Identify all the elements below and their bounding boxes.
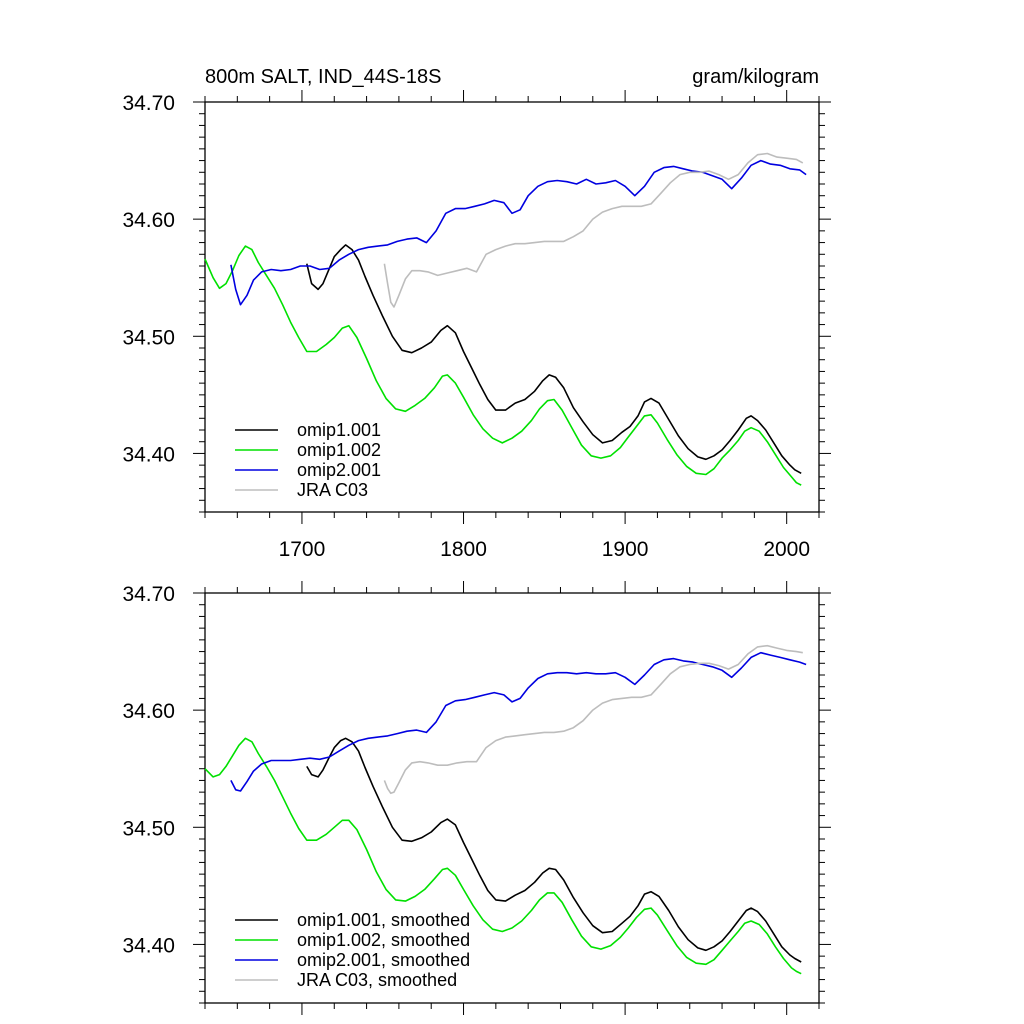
legend-label: omip2.001	[297, 460, 381, 480]
legend-label: omip2.001, smoothed	[297, 950, 470, 970]
legend-label: omip1.002, smoothed	[297, 930, 470, 950]
series-line-omip2-001	[230, 651, 807, 792]
x-tick-label: 1800	[440, 538, 487, 561]
y-tick-label: 34.40	[122, 443, 175, 466]
series-line-omip1-001	[306, 244, 802, 475]
series-line-omip1-001	[306, 737, 802, 963]
legend-label: JRA C03, smoothed	[297, 970, 457, 990]
x-tick-label: 1900	[602, 538, 649, 561]
x-tick-label: 1700	[279, 538, 326, 561]
series-line-jra-c03	[383, 152, 804, 308]
plot-frame	[204, 592, 820, 1004]
x-tick-label: 2000	[763, 538, 810, 561]
series-line-omip2-001	[230, 159, 807, 306]
legend-label: omip1.002	[297, 440, 381, 460]
legend-label: omip1.001, smoothed	[297, 910, 470, 930]
plot-frame	[204, 101, 820, 513]
y-tick-label: 34.70	[122, 92, 175, 115]
y-tick-label: 34.50	[122, 326, 175, 349]
series-line-omip1-002	[204, 245, 802, 486]
y-tick-label: 34.50	[122, 817, 175, 840]
legend-label: omip1.001	[297, 420, 381, 440]
y-tick-label: 34.40	[122, 934, 175, 957]
y-tick-label: 34.60	[122, 700, 175, 723]
top-panel: 34.40 34.50 34.60 34.70 1700 1800 1900 2000 omip…	[122, 90, 831, 561]
panel-1-title: 800m SALT, IND_44S-18S	[205, 66, 441, 88]
series-line-jra-c03	[383, 644, 803, 795]
y-tick-label: 34.60	[122, 209, 175, 232]
legend-label: JRA C03	[297, 480, 368, 500]
panel-1-units: gram/kilogram	[692, 66, 819, 88]
y-tick-label: 34.70	[122, 583, 175, 606]
series-line-omip1-002	[204, 737, 802, 975]
